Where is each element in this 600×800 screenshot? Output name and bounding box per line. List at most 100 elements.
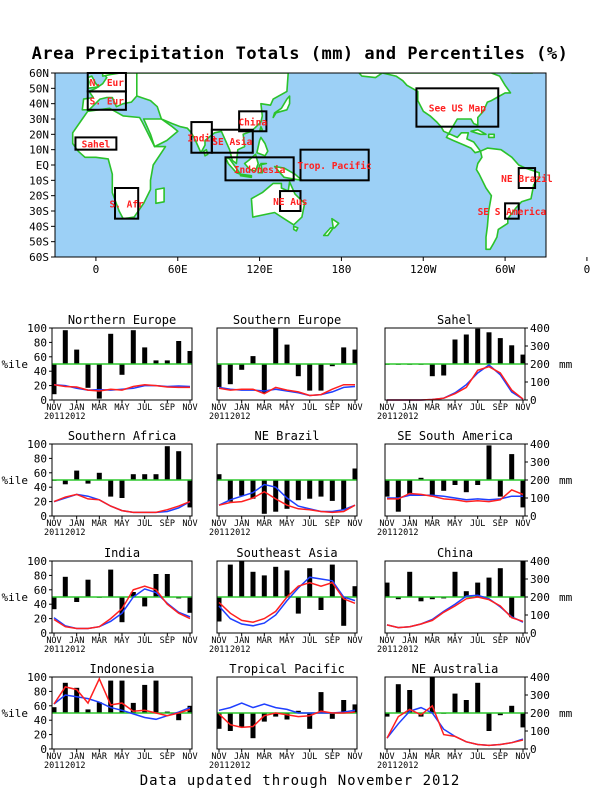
land-polygon (136, 73, 289, 165)
month-tick-label: JAN (402, 403, 417, 413)
percentile-bar (497, 338, 503, 364)
month-tick-label: JUL (302, 752, 317, 762)
mm-tick-label: 300 (530, 689, 550, 702)
month-tick-label: NOV (46, 403, 61, 413)
year-label: 2011 (44, 761, 64, 771)
month-tick-label: NOV (347, 752, 362, 762)
percentile-bar (164, 360, 170, 364)
percentile-bar (497, 480, 503, 497)
percentile-bar (452, 571, 458, 597)
month-tick-label: JAN (402, 519, 417, 529)
percentile-bar (187, 480, 193, 508)
month-tick-label: JUL (470, 403, 485, 413)
pct-tick-label: 40 (34, 714, 47, 727)
year-label: 2012 (398, 645, 418, 655)
lat-tick-label: 20S (29, 190, 49, 203)
month-tick-label: SEP (325, 752, 340, 762)
mm-tick-label: 200 (530, 707, 550, 720)
month-tick-label: MAR (92, 752, 108, 762)
pct-tick-label: 80 (34, 336, 47, 349)
month-tick-label: NOV (46, 519, 61, 529)
percentile-bar (261, 575, 267, 597)
percentile-bar (486, 445, 492, 480)
percentile-bar (142, 684, 148, 713)
mm-axis-label: mm (559, 707, 573, 720)
land-polygon (256, 136, 269, 157)
month-tick-label: NOV (211, 403, 226, 413)
percentile-bar (227, 364, 233, 385)
panel-title: Northern Europe (68, 313, 176, 327)
panel-title: Southeast Asia (236, 546, 337, 560)
year-label: 2011 (44, 645, 64, 655)
observed-mm-line (218, 383, 355, 397)
lat-tick-label: 20N (29, 128, 49, 141)
month-tick-label: NOV (379, 403, 394, 413)
percentile-bar (273, 480, 279, 512)
pct-axis-label: %ile (2, 591, 29, 604)
pct-tick-label: 0 (40, 510, 47, 523)
percentile-bar (418, 597, 424, 602)
percentile-bar (463, 700, 469, 713)
panel-title: Indonesia (89, 662, 154, 676)
month-tick-label: MAR (257, 403, 273, 413)
panel-title: Southern Africa (68, 429, 176, 443)
percentile-bar (329, 364, 335, 367)
percentile-bar (153, 474, 159, 480)
percentile-bar (142, 347, 148, 364)
region-label: See US Map (429, 104, 486, 115)
percentile-bar (341, 700, 347, 713)
percentile-bar (187, 351, 193, 364)
panel-title: Tropical Pacific (229, 662, 345, 676)
year-label: 2011 (44, 528, 64, 538)
lat-tick-label: 10S (29, 174, 49, 187)
land-polygon (86, 75, 100, 90)
percentile-bar (318, 597, 324, 610)
percentile-bar (463, 334, 469, 364)
percentile-bar (227, 564, 233, 597)
pct-tick-label: 40 (34, 481, 47, 494)
year-label: 2012 (398, 412, 418, 422)
percentile-bar (307, 480, 313, 499)
month-tick-label: JAN (234, 403, 249, 413)
month-tick-label: SEP (325, 636, 340, 646)
panel: SE South America 0 100 200 300 400 mm NOV JAN MAR… (377, 429, 573, 538)
pct-tick-label: 60 (34, 700, 47, 713)
percentile-bar (216, 364, 222, 387)
land-polygon (224, 156, 242, 175)
month-tick-label: MAY (447, 519, 462, 529)
percentile-bar (486, 577, 492, 597)
month-tick-label: MAY (114, 636, 129, 646)
month-tick-label: MAR (425, 403, 441, 413)
month-tick-label: JAN (402, 636, 417, 646)
region-box (279, 190, 302, 212)
lat-tick-label: 40S (29, 220, 49, 233)
month-tick-label: JAN (69, 636, 84, 646)
percentile-bar (74, 597, 80, 602)
mm-tick-label: 300 (530, 456, 550, 469)
mm-tick-label: 0 (530, 510, 537, 523)
percentile-bar (497, 568, 503, 597)
percentile-bar (384, 713, 390, 717)
percentile-bar (486, 332, 492, 364)
percentile-bar (395, 684, 401, 713)
month-tick-label: JAN (69, 752, 84, 762)
month-tick-label: NOV (211, 519, 226, 529)
panel-title: India (104, 546, 140, 560)
mm-tick-label: 0 (530, 627, 537, 640)
observed-mm-line (387, 365, 524, 401)
percentile-bar (463, 591, 469, 597)
percentile-bar (96, 364, 102, 399)
percentile-bar (497, 713, 503, 716)
lat-tick-label: 30S (29, 205, 49, 218)
land-polygon (71, 107, 167, 220)
percentile-bar (441, 364, 447, 376)
region-label: Sahel (82, 140, 111, 151)
observed-mm-line (53, 383, 190, 392)
percentile-bar (62, 330, 68, 364)
month-tick-label: MAY (279, 403, 294, 413)
pct-tick-label: 40 (34, 598, 47, 611)
region-label: Trop. Pacific (297, 161, 371, 172)
percentile-bar (108, 480, 114, 497)
month-tick-label: SEP (493, 403, 508, 413)
